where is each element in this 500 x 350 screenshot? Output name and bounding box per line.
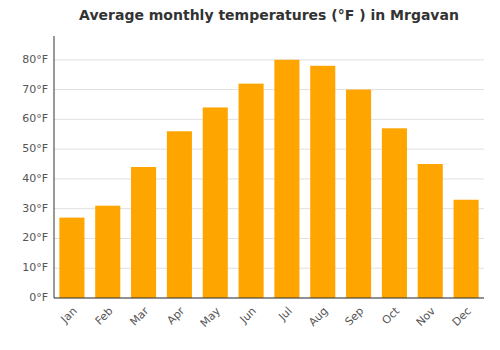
bar (167, 131, 192, 298)
x-axis: Jan Feb Mar Apr May Jun Jul Aug Sep Oct Nov Dec (58, 304, 474, 330)
grid-line (54, 119, 484, 120)
bar (310, 66, 335, 298)
y-axis-line (54, 36, 55, 298)
grid-line (54, 59, 484, 60)
bar (274, 60, 299, 298)
x-tick-label: Feb (93, 305, 116, 328)
bar (346, 90, 371, 298)
y-tick-label: 20°F (22, 231, 48, 244)
x-tick-label: May (198, 304, 224, 330)
y-tick-label: 0°F (29, 291, 48, 304)
y-tick-label: 40°F (22, 172, 48, 185)
grid-line (54, 89, 484, 90)
x-tick-label: Jan (58, 305, 80, 327)
y-tick-label: 30°F (22, 202, 48, 215)
x-tick-label: Sep (343, 305, 367, 329)
y-tick-label: 50°F (22, 142, 48, 155)
y-axis: 0°F 10°F 20°F 30°F 40°F 50°F 60°F 70°F 80°F (22, 53, 48, 304)
x-tick-label: Mar (127, 304, 151, 328)
x-tick-label: Oct (380, 304, 403, 327)
chart-container: Average monthly temperatures (°F ) in Mr… (0, 0, 500, 350)
grid (54, 60, 484, 298)
grid-line (54, 298, 484, 299)
x-tick-label: Apr (165, 304, 188, 327)
x-tick-label: Nov (414, 304, 439, 329)
bar (203, 107, 228, 298)
bar (382, 128, 407, 298)
y-tick-label: 60°F (22, 112, 48, 125)
chart-svg: Average monthly temperatures (°F ) in Mr… (0, 0, 500, 350)
bar (239, 84, 264, 298)
bar (95, 206, 120, 298)
bars (59, 60, 478, 298)
y-tick-label: 70°F (22, 83, 48, 96)
bar (454, 200, 479, 298)
x-tick-label: Aug (306, 305, 330, 329)
x-tick-label: Jul (275, 305, 294, 324)
y-tick-label: 10°F (22, 261, 48, 274)
bar (131, 167, 156, 298)
y-tick-label: 80°F (22, 53, 48, 66)
x-tick-label: Jun (237, 305, 259, 327)
grid-line (54, 149, 484, 150)
bar (418, 164, 443, 298)
bar (59, 218, 84, 298)
x-axis-line (54, 298, 484, 299)
chart-title: Average monthly temperatures (°F ) in Mr… (79, 7, 459, 23)
x-tick-label: Dec (450, 305, 474, 329)
